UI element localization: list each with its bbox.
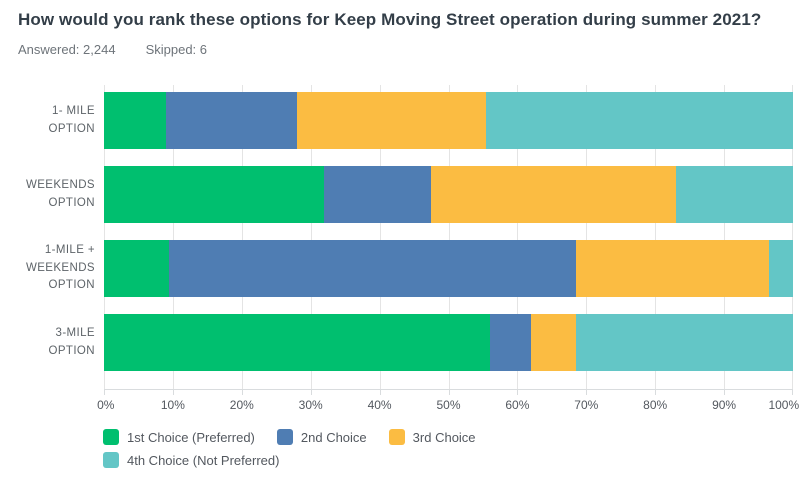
bar-segment-3rd-choice[interactable] <box>431 166 676 223</box>
gridline <box>104 85 105 389</box>
axis-tick <box>724 390 726 395</box>
plot-area <box>104 85 793 390</box>
axis-tick-label: 70% <box>574 398 599 412</box>
bar-segment-2nd-choice[interactable] <box>489 314 532 371</box>
legend-item-1st-choice-preferred: 1st Choice (Preferred) <box>103 429 255 445</box>
bar-segment-2nd-choice[interactable] <box>166 92 297 149</box>
category-label: WEEKENDS OPTION <box>25 178 95 209</box>
legend-label: 3rd Choice <box>412 429 476 445</box>
legend-swatch-icon <box>388 429 405 445</box>
gridline <box>172 85 174 389</box>
category-label: 1- MILE OPTION <box>48 104 95 135</box>
bar-row-3-mile-option <box>104 314 793 371</box>
axis-tick <box>517 390 519 395</box>
x-axis-ticks <box>104 390 793 396</box>
gridline <box>241 85 243 389</box>
bar-segment-1st-choice-preferred[interactable] <box>104 240 170 297</box>
axis-tick-label: 50% <box>436 398 461 412</box>
gridline <box>586 85 588 389</box>
gridline <box>379 85 381 389</box>
axis-tick <box>655 390 657 395</box>
bar-segment-4th-choice-not-preferred[interactable] <box>768 240 793 297</box>
bar-segment-2nd-choice[interactable] <box>169 240 576 297</box>
category-axis: 1- MILE OPTION WEEKENDS OPTION 1-MILE + WE… <box>0 85 95 390</box>
axis-tick <box>379 390 381 395</box>
bar-segment-4th-choice-not-preferred[interactable] <box>486 92 793 149</box>
legend-label: 4th Choice (Not Preferred) <box>127 452 280 468</box>
response-meta: Answered: 2,244 Skipped: 6 <box>18 42 207 57</box>
bar-row-weekends-option <box>104 166 793 223</box>
axis-tick <box>172 390 174 395</box>
bar-segment-3rd-choice[interactable] <box>575 240 769 297</box>
bar-segment-4th-choice-not-preferred[interactable] <box>575 314 793 371</box>
question-title: How would you rank these options for Kee… <box>18 10 762 29</box>
bar-segment-3rd-choice[interactable] <box>296 92 487 149</box>
axis-tick <box>448 390 450 395</box>
bar-row-1-mile-weekends-option <box>104 240 793 297</box>
legend-label: 1st Choice (Preferred) <box>127 429 255 445</box>
bar-segment-3rd-choice[interactable] <box>531 314 576 371</box>
legend-label: 2nd Choice <box>300 429 367 445</box>
legend-item-4th-choice-not-preferred: 4th Choice (Not Preferred) <box>103 452 279 468</box>
answered-count: Answered: 2,244 <box>18 42 116 57</box>
bar-segment-1st-choice-preferred[interactable] <box>104 166 325 223</box>
gridline <box>448 85 450 389</box>
axis-tick-label: 10% <box>160 398 185 412</box>
axis-tick-label: 60% <box>505 398 530 412</box>
legend-swatch-icon <box>276 429 293 445</box>
legend-item-2nd-choice: 2nd Choice <box>276 429 367 445</box>
axis-tick-label: 80% <box>643 398 668 412</box>
axis-tick <box>792 390 793 395</box>
legend-item-3rd-choice: 3rd Choice <box>388 429 476 445</box>
x-axis-labels: 0% 10% 20% 30% 40% 50% 60% 70% 80% 90% 100% <box>97 398 799 414</box>
gridline <box>792 85 793 389</box>
axis-tick <box>586 390 588 395</box>
axis-tick <box>104 390 105 395</box>
legend-swatch-icon <box>103 429 119 445</box>
axis-tick-label: 30% <box>298 398 323 412</box>
axis-tick-label: 40% <box>367 398 392 412</box>
skipped-count: Skipped: 6 <box>145 42 208 57</box>
legend-swatch-icon <box>103 452 119 468</box>
gridline <box>517 85 519 389</box>
legend: 1st Choice (Preferred) 2nd Choice 3rd Choi… <box>103 429 623 468</box>
gridline <box>724 85 726 389</box>
bar-segment-1st-choice-preferred[interactable] <box>104 92 166 149</box>
category-label: 1-MILE + WEEKENDS OPTION <box>25 243 95 292</box>
axis-tick-label: 20% <box>229 398 254 412</box>
bar-segment-1st-choice-preferred[interactable] <box>104 314 490 371</box>
gridline <box>310 85 312 389</box>
bar-row-1-mile-option <box>104 92 793 149</box>
axis-tick-label: 0% <box>97 398 115 412</box>
bar-rows <box>104 85 793 389</box>
axis-tick <box>310 390 312 395</box>
axis-tick-label: 100% <box>768 398 800 412</box>
axis-tick <box>241 390 243 395</box>
bar-segment-4th-choice-not-preferred[interactable] <box>675 166 793 223</box>
bar-segment-2nd-choice[interactable] <box>324 166 432 223</box>
axis-tick-label: 90% <box>712 398 737 412</box>
gridline <box>655 85 657 389</box>
category-label: 3-MILE OPTION <box>48 326 95 357</box>
